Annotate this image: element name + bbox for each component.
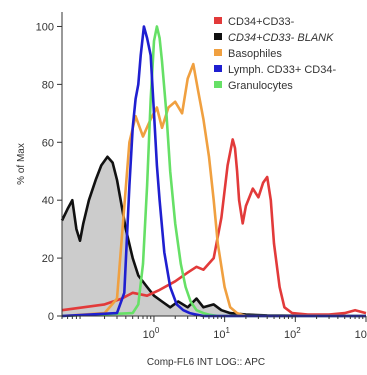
legend-label-basophiles: Basophiles xyxy=(228,48,282,60)
series-line-granulocytes xyxy=(61,25,366,318)
legend-swatch-cd34-cd33-blank xyxy=(214,33,222,40)
x-tick-label: 101 xyxy=(213,326,230,341)
legend-label-cd34-cd33-blank: CD34+CD33- BLANK xyxy=(228,32,334,44)
legend-swatch-cd34-cd33 xyxy=(214,17,222,24)
y-tick-label: 20 xyxy=(42,253,54,265)
series-line-basophiles xyxy=(61,62,366,318)
legend-swatch-granulocytes xyxy=(214,81,222,88)
y-axis-title: % of Max xyxy=(16,143,27,185)
legend-swatch-basophiles xyxy=(214,49,222,56)
x-tick-label: 103 xyxy=(355,326,367,341)
series-fill-cd34-cd33-blank xyxy=(62,156,366,316)
x-tick-label: 100 xyxy=(143,326,160,341)
legend-swatch-lymph-cd33-cd34 xyxy=(214,65,222,72)
x-tick-label: 102 xyxy=(284,326,301,341)
series-line-cd34-cd33 xyxy=(61,138,367,316)
x-axis-title: Comp-FL6 INT LOG:: APC xyxy=(147,357,265,368)
legend: CD34+CD33- CD34+CD33- BLANK Basophiles Lymp… xyxy=(214,16,336,92)
legend-label-cd34-cd33: CD34+CD33- xyxy=(228,16,295,28)
legend-label-lymph-cd33-cd34: Lymph. CD33+ CD34- xyxy=(228,64,336,76)
series-line-cd34-cd33-blank xyxy=(60,155,367,318)
y-tick-label: 40 xyxy=(42,195,54,207)
y-tick-label: 60 xyxy=(42,137,54,149)
y-tick-label: 100 xyxy=(36,21,54,33)
y-tick-label: 0 xyxy=(48,311,54,323)
y-tick-label: 80 xyxy=(42,79,54,91)
legend-label-granulocytes: Granulocytes xyxy=(228,80,293,92)
